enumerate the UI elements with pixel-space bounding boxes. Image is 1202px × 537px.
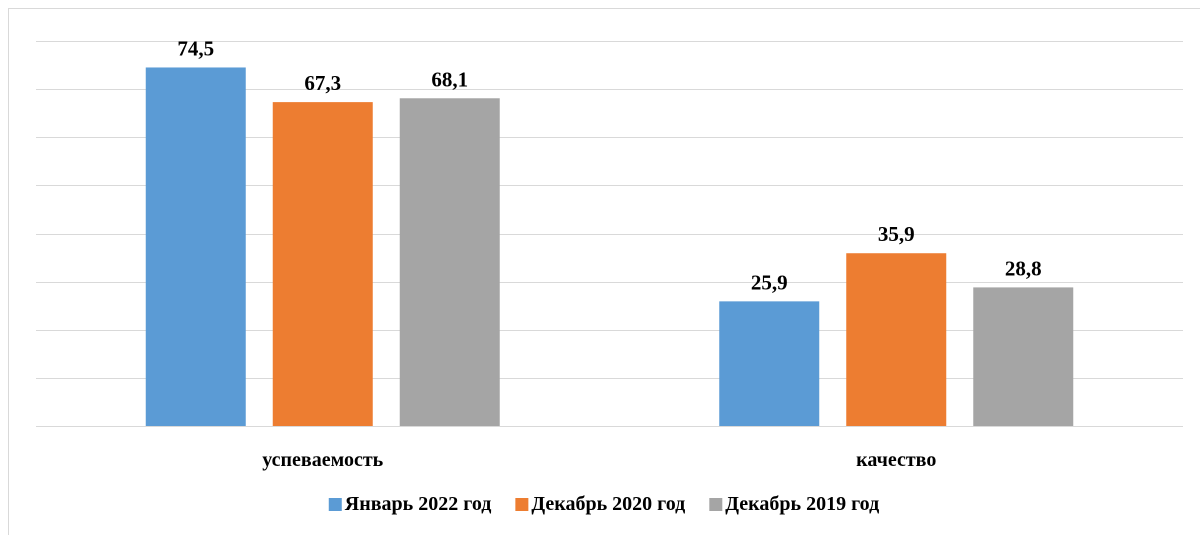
- chart-frame: [8, 8, 1200, 535]
- legend-swatch: [515, 498, 529, 511]
- bar: [973, 287, 1074, 426]
- bar: [719, 301, 820, 426]
- bars: [145, 67, 1074, 427]
- legend: Январь 2022 год Декабрь 2020 год Декабрь 2…: [328, 493, 879, 515]
- legend-item: Декабрь 2020 год: [515, 493, 685, 515]
- data-label: 35,9: [878, 222, 915, 246]
- category-label: успеваемость: [262, 449, 383, 471]
- bar: [399, 98, 500, 427]
- gridlines: [36, 41, 1183, 427]
- data-label: 67,3: [304, 71, 341, 95]
- data-label: 68,1: [431, 67, 468, 91]
- bar: [272, 102, 373, 427]
- data-labels: 74,5 67,3 68,1 25,9 35,9 28,8: [177, 36, 1041, 294]
- data-label: 25,9: [751, 270, 788, 294]
- legend-label: Декабрь 2019 год: [725, 493, 879, 515]
- legend-label: Декабрь 2020 год: [531, 493, 685, 515]
- legend-label: Январь 2022 год: [345, 493, 492, 515]
- data-label: 28,8: [1005, 256, 1042, 280]
- legend-swatch: [328, 498, 342, 511]
- data-label: 74,5: [177, 36, 214, 60]
- category-label: качество: [856, 449, 936, 471]
- legend-swatch: [709, 498, 723, 511]
- legend-item: Декабрь 2019 год: [709, 493, 879, 515]
- category-labels: успеваемость качество: [262, 449, 936, 471]
- legend-item: Январь 2022 год: [328, 493, 492, 515]
- bar: [145, 67, 246, 426]
- bar: [846, 253, 947, 426]
